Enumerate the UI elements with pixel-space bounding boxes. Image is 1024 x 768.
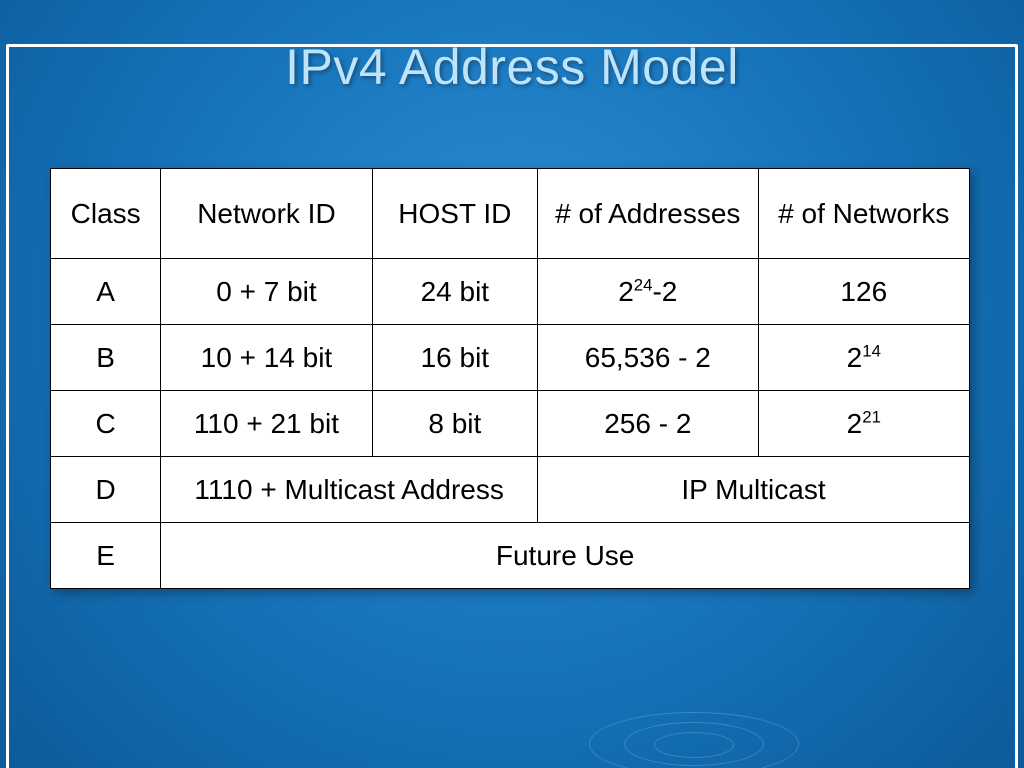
cell-network-id: 10 + 14 bit xyxy=(161,325,372,391)
col-host-id: HOST ID xyxy=(372,169,537,259)
cell-host-id: 8 bit xyxy=(372,391,537,457)
cell-networks: 221 xyxy=(758,391,969,457)
cell-networks: 126 xyxy=(758,259,969,325)
cell-future: Future Use xyxy=(161,523,970,589)
table-row: D 1110 + Multicast Address IP Multicast xyxy=(51,457,970,523)
table-row: A 0 + 7 bit 24 bit 224-2 126 xyxy=(51,259,970,325)
cell-multicast-ip: IP Multicast xyxy=(538,457,970,523)
col-networks: # of Networks xyxy=(758,169,969,259)
ipv4-class-table: Class Network ID HOST ID # of Addresses … xyxy=(50,168,970,589)
ripple-decoration xyxy=(589,712,799,768)
ipv4-table-container: Class Network ID HOST ID # of Addresses … xyxy=(50,168,970,589)
cell-network-id: 110 + 21 bit xyxy=(161,391,372,457)
cell-class: A xyxy=(51,259,161,325)
cell-addresses: 256 - 2 xyxy=(538,391,759,457)
cell-networks: 214 xyxy=(758,325,969,391)
col-class: Class xyxy=(51,169,161,259)
col-addresses: # of Addresses xyxy=(538,169,759,259)
cell-network-id: 0 + 7 bit xyxy=(161,259,372,325)
cell-class: B xyxy=(51,325,161,391)
col-network-id: Network ID xyxy=(161,169,372,259)
cell-class: D xyxy=(51,457,161,523)
cell-class: C xyxy=(51,391,161,457)
cell-host-id: 16 bit xyxy=(372,325,537,391)
table-row: B 10 + 14 bit 16 bit 65,536 - 2 214 xyxy=(51,325,970,391)
cell-multicast-net: 1110 + Multicast Address xyxy=(161,457,538,523)
cell-host-id: 24 bit xyxy=(372,259,537,325)
cell-addresses: 224-2 xyxy=(538,259,759,325)
cell-class: E xyxy=(51,523,161,589)
cell-addresses: 65,536 - 2 xyxy=(538,325,759,391)
table-row: E Future Use xyxy=(51,523,970,589)
table-row: C 110 + 21 bit 8 bit 256 - 2 221 xyxy=(51,391,970,457)
table-header-row: Class Network ID HOST ID # of Addresses … xyxy=(51,169,970,259)
